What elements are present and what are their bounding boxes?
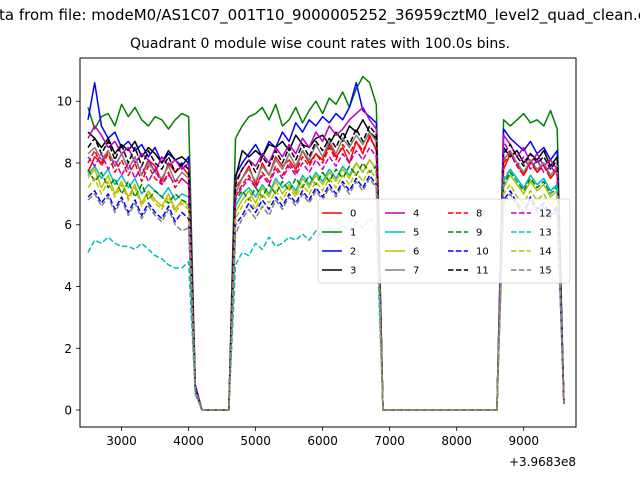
legend-label-11: 11 (476, 266, 489, 277)
series-line-5 (87, 159, 565, 411)
legend-label-9: 9 (476, 228, 482, 239)
x-tick-label: 7000 (374, 434, 405, 448)
x-tick-label: 4000 (173, 434, 204, 448)
x-tick-label: 5000 (240, 434, 271, 448)
x-tick-label: 8000 (441, 434, 472, 448)
series-line-6 (87, 159, 565, 411)
legend-label-6: 6 (413, 247, 419, 258)
y-tick-label: 6 (64, 218, 72, 232)
legend-box (317, 198, 571, 284)
y-tick-label: 10 (57, 95, 72, 109)
axes-frame (79, 57, 577, 428)
legend-label-10: 10 (476, 247, 489, 258)
chart-title: Quadrant 0 module wise count rates with … (130, 36, 510, 52)
y-tick-label: 4 (64, 280, 72, 294)
suptitle: Data from file: modeM0/AS1C07_001T10_900… (0, 6, 640, 24)
x-tick-label: 9000 (508, 434, 539, 448)
x-offset-label: +3.9683e8 (509, 455, 576, 469)
legend-label-2: 2 (350, 247, 356, 258)
y-tick-label: 8 (64, 156, 72, 170)
series-layer (87, 75, 565, 411)
series-line-15 (87, 177, 565, 411)
legend-label-1: 1 (350, 228, 356, 239)
legend-label-14: 14 (539, 247, 552, 258)
legend-label-12: 12 (539, 209, 552, 220)
y-tick-label: 2 (64, 342, 72, 356)
legend-label-3: 3 (350, 266, 356, 277)
legend-label-15: 15 (539, 266, 552, 277)
x-tick-label: 6000 (307, 434, 338, 448)
x-tick-label: 3000 (106, 434, 137, 448)
legend-label-5: 5 (413, 228, 419, 239)
legend-label-8: 8 (476, 209, 482, 220)
y-tick-label: 0 (64, 404, 72, 418)
legend-label-4: 4 (413, 209, 419, 220)
legend-label-0: 0 (350, 209, 356, 220)
legend-label-13: 13 (539, 228, 552, 239)
legend-label-7: 7 (413, 266, 419, 277)
series-line-11 (87, 125, 565, 411)
